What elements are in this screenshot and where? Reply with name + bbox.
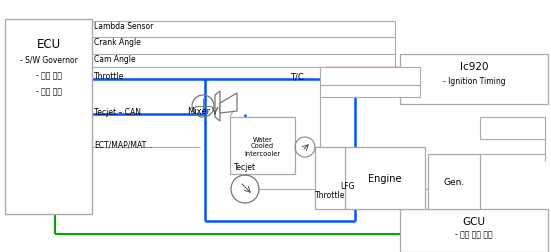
Bar bbox=[345, 147, 425, 209]
Bar bbox=[400, 209, 548, 252]
Text: GCU: GCU bbox=[462, 216, 485, 226]
Text: T/C: T/C bbox=[290, 72, 304, 81]
Text: Cam Angle: Cam Angle bbox=[94, 55, 136, 64]
Text: Water
Cooled
Intercooler: Water Cooled Intercooler bbox=[245, 136, 280, 156]
Text: Throttle: Throttle bbox=[94, 72, 125, 81]
Text: - 발전 출력 제어: - 발전 출력 제어 bbox=[455, 229, 493, 238]
Polygon shape bbox=[220, 94, 237, 114]
Polygon shape bbox=[215, 92, 220, 121]
Text: Ic920: Ic920 bbox=[460, 62, 488, 72]
Text: LFG: LFG bbox=[340, 181, 354, 190]
Text: Crank Angle: Crank Angle bbox=[94, 38, 141, 47]
Text: ECT/MAP/MAT...: ECT/MAP/MAT... bbox=[94, 139, 153, 148]
Text: Tecjet – CAN: Tecjet – CAN bbox=[94, 108, 141, 116]
Text: Tecjet: Tecjet bbox=[234, 162, 256, 171]
Text: - S/W Governor: - S/W Governor bbox=[20, 55, 78, 64]
Bar bbox=[5, 20, 92, 214]
Text: - 연진 시동: - 연진 시동 bbox=[35, 71, 62, 80]
Text: - 자가 진단: - 자가 진단 bbox=[35, 87, 62, 96]
Bar bbox=[315, 147, 345, 209]
Text: Mixer: Mixer bbox=[187, 107, 210, 115]
Text: Throttle: Throttle bbox=[315, 190, 345, 199]
Text: ECU: ECU bbox=[36, 38, 61, 51]
Bar bbox=[428, 154, 480, 209]
Bar bbox=[230, 117, 295, 174]
Bar bbox=[320, 68, 420, 86]
Text: Lambda Sensor: Lambda Sensor bbox=[94, 22, 153, 31]
Text: - Ignition Timing: - Ignition Timing bbox=[442, 77, 505, 86]
Text: Gen.: Gen. bbox=[444, 177, 464, 186]
Bar bbox=[320, 86, 420, 98]
Bar bbox=[400, 55, 548, 105]
Text: Engine: Engine bbox=[368, 173, 402, 183]
Bar bbox=[480, 117, 545, 139]
